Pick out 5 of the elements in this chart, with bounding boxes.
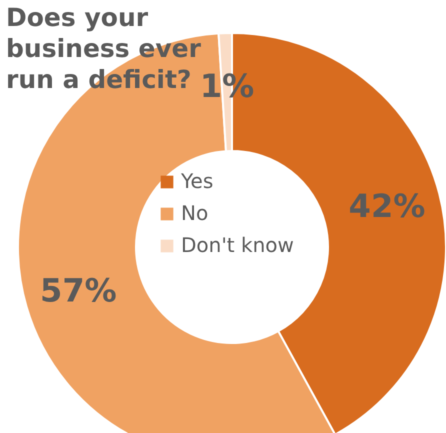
data-label: 42%	[348, 187, 426, 226]
legend-label: Don't know	[181, 233, 294, 257]
legend-label: No	[181, 201, 208, 225]
data-label: 57%	[40, 272, 117, 310]
legend-label: Yes	[180, 169, 214, 193]
